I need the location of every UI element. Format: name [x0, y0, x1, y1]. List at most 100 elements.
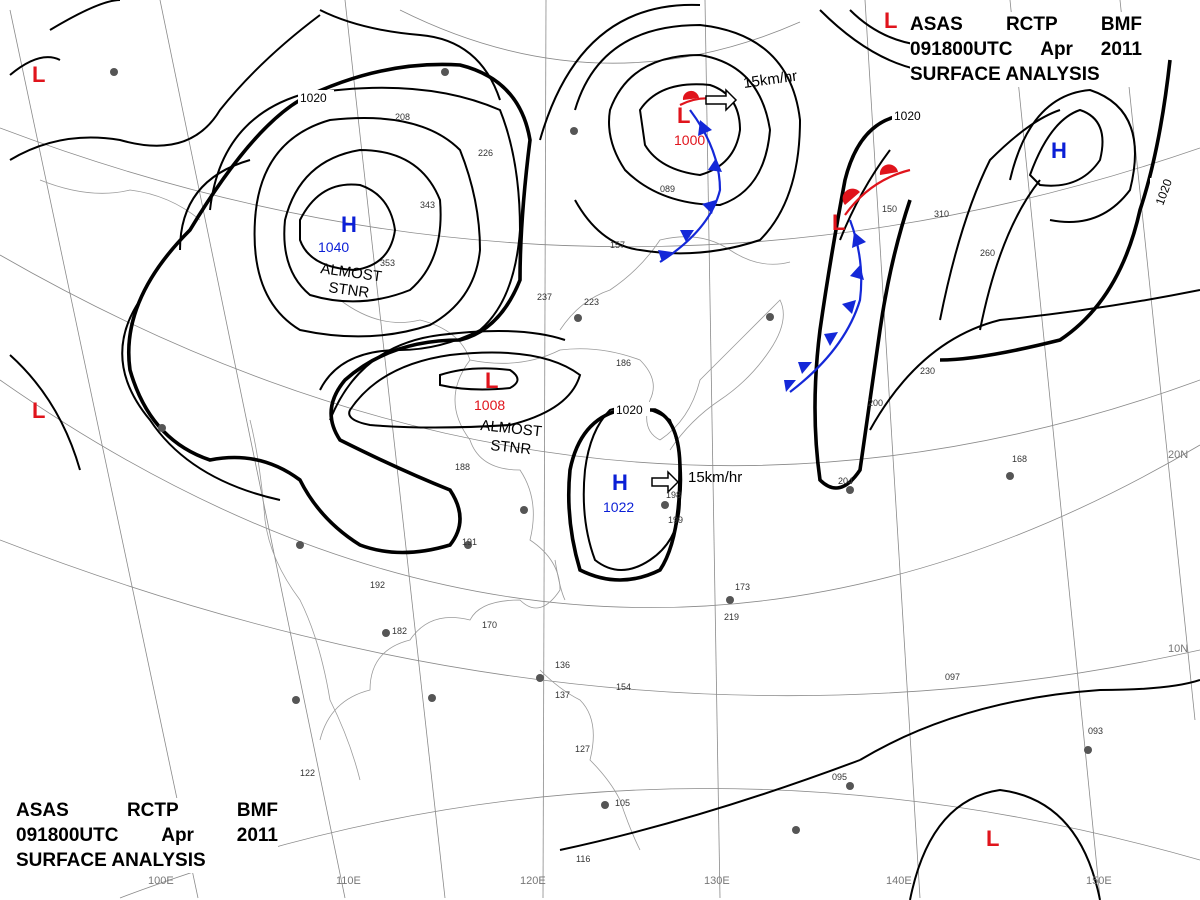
meridian-line	[1009, 0, 1101, 899]
cold-front-pip	[824, 332, 838, 346]
low-pressure-value: 1008	[474, 397, 505, 413]
isobar	[608, 53, 772, 207]
isobar	[638, 83, 742, 177]
isobar	[1009, 88, 1136, 223]
station-pressure-value: 127	[575, 744, 590, 754]
pressure-systems: H 1040 L 1008 H 1022 L 1000 H L L L L L	[32, 8, 1067, 851]
station-pressure-value: 186	[616, 358, 631, 368]
isobar-1020	[566, 408, 682, 582]
header-line-3: SURFACE ANALYSIS	[16, 848, 278, 873]
station-pressure-value: 208	[395, 112, 410, 122]
isobar	[1028, 108, 1104, 187]
station-marker	[792, 826, 800, 834]
station-pressure-value: 260	[980, 248, 995, 258]
warm-front-pip	[879, 164, 898, 175]
station-values: 188 191 192 182 170 136 137 127 105 116 122 198 199 1…	[300, 112, 1103, 864]
header-product: SURFACE ANALYSIS	[910, 64, 1100, 85]
station-pressure-value: 343	[420, 200, 435, 210]
header-month: Apr	[1040, 39, 1073, 60]
isobar	[539, 3, 701, 141]
cold-front-pip	[852, 232, 866, 248]
meridian-line	[542, 0, 547, 899]
parallel-line	[119, 788, 1200, 899]
isobar-1020	[939, 59, 1172, 362]
parallel-line	[0, 254, 1200, 467]
header-line-3: SURFACE ANALYSIS	[910, 62, 1142, 87]
isobar	[348, 351, 582, 429]
header-time: 091800UTC	[16, 825, 119, 846]
low-pressure-symbol: L	[32, 62, 45, 87]
meridian-line	[704, 0, 721, 899]
cold-front-pip	[698, 120, 712, 136]
coastline	[249, 419, 361, 781]
isobar	[582, 405, 683, 571]
parallel-line	[0, 539, 1200, 697]
isobar	[121, 299, 281, 501]
motion-speed-label: 15km/hr	[688, 469, 742, 486]
station-pressure-value: 154	[616, 682, 631, 692]
station-pressure-value: 097	[945, 672, 960, 682]
isobar	[574, 23, 802, 255]
motion-arrow	[651, 470, 680, 494]
station-marker	[766, 313, 774, 321]
station-pressure-value: 353	[380, 258, 395, 268]
warm-front-pip	[682, 90, 699, 100]
title-block-bottom-left: ASAS RCTP BMF 091800UTC Apr 2011 SURFACE…	[16, 798, 278, 873]
header-year: 2011	[236, 825, 278, 846]
station-pressure-value: 198	[666, 490, 681, 500]
high-pressure-symbol: H	[341, 212, 357, 237]
station-pressure-value: 137	[555, 690, 570, 700]
isobar-1020	[813, 113, 912, 490]
isobar-label: 1020	[894, 109, 921, 123]
coastline	[39, 179, 201, 221]
high-pressure-value: 1022	[603, 499, 634, 515]
station-marker	[110, 68, 118, 76]
station-marker	[382, 629, 390, 637]
warm-front-pip	[842, 188, 860, 205]
station-pressure-value: 192	[370, 580, 385, 590]
isobar-1020	[127, 62, 532, 555]
isobar	[283, 148, 442, 303]
station-marker	[601, 801, 609, 809]
low-pressure-symbol: L	[485, 368, 498, 393]
header-center: BMF	[1100, 14, 1142, 35]
motion-arrow	[705, 88, 738, 112]
station-pressure-value: 182	[392, 626, 407, 636]
coastlines	[39, 179, 791, 851]
coastline	[339, 299, 661, 441]
station-pressure-value: 226	[478, 148, 493, 158]
latitude-label: 10N	[1168, 643, 1188, 655]
station-pressure-value: 237	[537, 292, 552, 302]
coastline	[319, 359, 561, 741]
header-product: SURFACE ANALYSIS	[16, 850, 206, 871]
station-pressure-value: 219	[724, 612, 739, 622]
station-marker	[464, 541, 472, 549]
isobar	[9, 14, 321, 161]
station-marker	[520, 506, 528, 514]
low-pressure-symbol: L	[832, 210, 845, 235]
meridian-line	[864, 0, 921, 899]
station-marker	[292, 696, 300, 704]
cold-front-pip	[798, 362, 812, 374]
station-pressure-value: 122	[300, 768, 315, 778]
meridian-line	[9, 9, 199, 899]
longitude-label: 110E	[336, 875, 361, 887]
motion-speed-label: 15km/hr	[742, 68, 798, 92]
stnr-label: STNR	[327, 279, 370, 302]
isobar	[869, 289, 1200, 431]
isobar	[939, 109, 1061, 321]
isobar-label: 1020	[616, 403, 643, 417]
isobar	[49, 0, 121, 31]
cold-front-pip	[842, 300, 856, 314]
motion-arrows	[651, 88, 738, 494]
isobar-labels: 1020 1020 1020 1020	[298, 90, 1175, 417]
station-pressure-value: 093	[1088, 726, 1103, 736]
isobar	[9, 354, 81, 471]
station-marker	[726, 596, 734, 604]
coastline	[559, 236, 791, 331]
header-line-1: ASAS RCTP BMF	[910, 12, 1142, 37]
cold-front-pip	[784, 380, 796, 392]
